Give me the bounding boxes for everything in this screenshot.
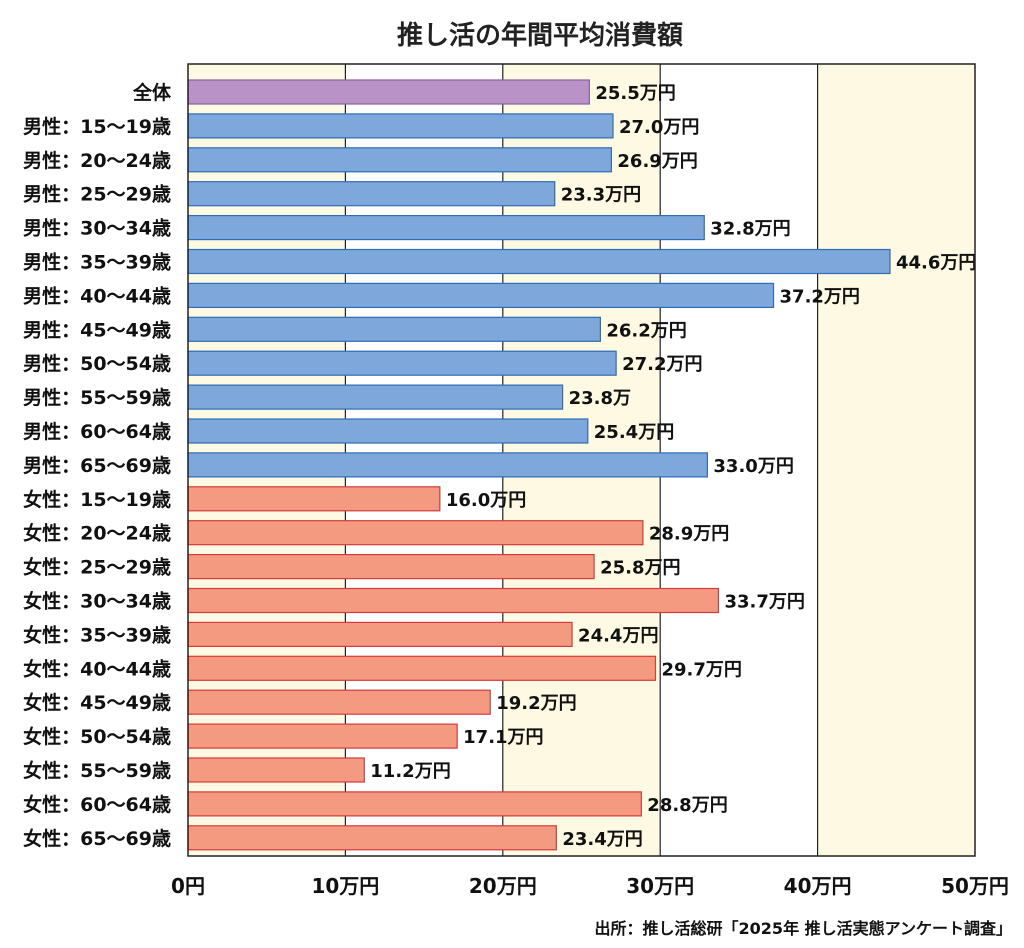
category-label: 男性：55〜59歳 (23, 386, 171, 409)
category-label: 女性：20〜24歳 (23, 522, 171, 545)
category-label: 女性：55〜59歳 (23, 759, 171, 782)
source-note: 出所：推し活総研「2025年 推し活実態アンケート調査」 (595, 919, 1012, 938)
x-tick-label: 40万円 (784, 874, 852, 898)
value-label: 25.8万円 (600, 558, 680, 579)
value-label: 26.2万円 (606, 320, 686, 341)
value-label: 44.6万円 (896, 253, 976, 274)
bar (187, 384, 564, 410)
bar (187, 655, 657, 681)
bar (187, 316, 601, 342)
category-label: 女性：30〜34歳 (23, 590, 171, 613)
bar (187, 791, 642, 817)
bar (187, 757, 365, 783)
category-label: 女性：50〜54歳 (23, 725, 171, 748)
bar (187, 587, 720, 614)
category-label: 女性：65〜69歳 (23, 827, 171, 850)
bar (187, 418, 589, 444)
value-label: 26.9万円 (617, 151, 697, 172)
value-label: 28.9万円 (649, 524, 729, 545)
x-tick-label: 10万円 (311, 874, 379, 898)
category-label: 女性：40〜44歳 (23, 657, 171, 680)
bars (187, 79, 891, 851)
bar (187, 282, 775, 308)
chart-title: 推し活の年間平均消費額 (397, 20, 683, 51)
value-label: 33.0万円 (713, 456, 793, 477)
value-label: 29.7万円 (661, 659, 741, 680)
value-label: 24.4万円 (578, 625, 658, 646)
value-label: 23.3万円 (561, 185, 641, 206)
bar (187, 113, 614, 139)
category-label: 男性：20〜24歳 (23, 149, 171, 172)
bar (187, 79, 590, 105)
category-label: 男性：45〜49歳 (23, 318, 171, 341)
category-label: 女性：45〜49歳 (23, 691, 171, 714)
value-label: 33.7万円 (724, 592, 804, 613)
bar (187, 248, 891, 275)
category-labels: 全体男性：15〜19歳男性：20〜24歳男性：25〜29歳男性：30〜34歳男性… (23, 81, 172, 850)
bar (187, 215, 705, 241)
plot-frame (187, 63, 976, 857)
bar (187, 825, 557, 851)
x-tick-label: 20万円 (469, 874, 537, 898)
bar (187, 553, 595, 580)
bar (187, 520, 644, 546)
x-tick-labels: 0円 10万円 20万円 30万円 40万円 50万円 (171, 874, 1009, 898)
value-label: 23.8万 (569, 388, 631, 409)
category-label: 男性：60〜64歳 (23, 420, 171, 443)
value-label: 27.0万円 (619, 117, 699, 138)
value-label: 28.8万円 (647, 795, 727, 816)
value-label: 32.8万円 (710, 219, 790, 240)
category-label: 男性：25〜29歳 (23, 183, 171, 206)
bar (187, 452, 709, 478)
value-label: 17.1万円 (463, 727, 543, 748)
band-4 (817, 64, 975, 856)
bar (187, 621, 573, 648)
category-label: 男性：15〜19歳 (23, 115, 171, 138)
bar (187, 147, 613, 173)
value-label: 11.2万円 (370, 761, 450, 782)
bar (187, 181, 556, 207)
category-label: 男性：35〜39歳 (23, 251, 171, 274)
x-tick-label: 30万円 (626, 874, 694, 898)
category-label: 男性：30〜34歳 (23, 217, 171, 240)
value-label: 23.4万円 (562, 829, 642, 850)
bar (187, 723, 458, 749)
category-label: 女性：15〜19歳 (23, 488, 171, 511)
value-label: 25.5万円 (595, 83, 675, 104)
category-label: 男性：65〜69歳 (23, 454, 171, 477)
value-label: 27.2万円 (622, 354, 702, 375)
category-label: 女性：60〜64歳 (23, 793, 171, 816)
category-label: 女性：35〜39歳 (23, 623, 171, 646)
bar (187, 350, 617, 376)
value-labels: 25.5万円 27.0万円 26.9万円 23.3万円 32.8万円 44.6万円 37.2… (370, 83, 976, 850)
value-label: 37.2万円 (780, 286, 860, 307)
value-label: 19.2万円 (496, 693, 576, 714)
category-label: 全体 (132, 81, 172, 104)
bar (187, 486, 441, 512)
x-tick-label: 0円 (171, 874, 205, 898)
category-label: 女性：25〜29歳 (23, 556, 171, 579)
x-tick-label: 50万円 (941, 874, 1009, 898)
category-label: 男性：40〜44歳 (23, 284, 171, 307)
value-label: 16.0万円 (446, 490, 526, 511)
value-label: 25.4万円 (594, 422, 674, 443)
category-label: 男性：50〜54歳 (23, 352, 171, 375)
bar (187, 689, 491, 715)
